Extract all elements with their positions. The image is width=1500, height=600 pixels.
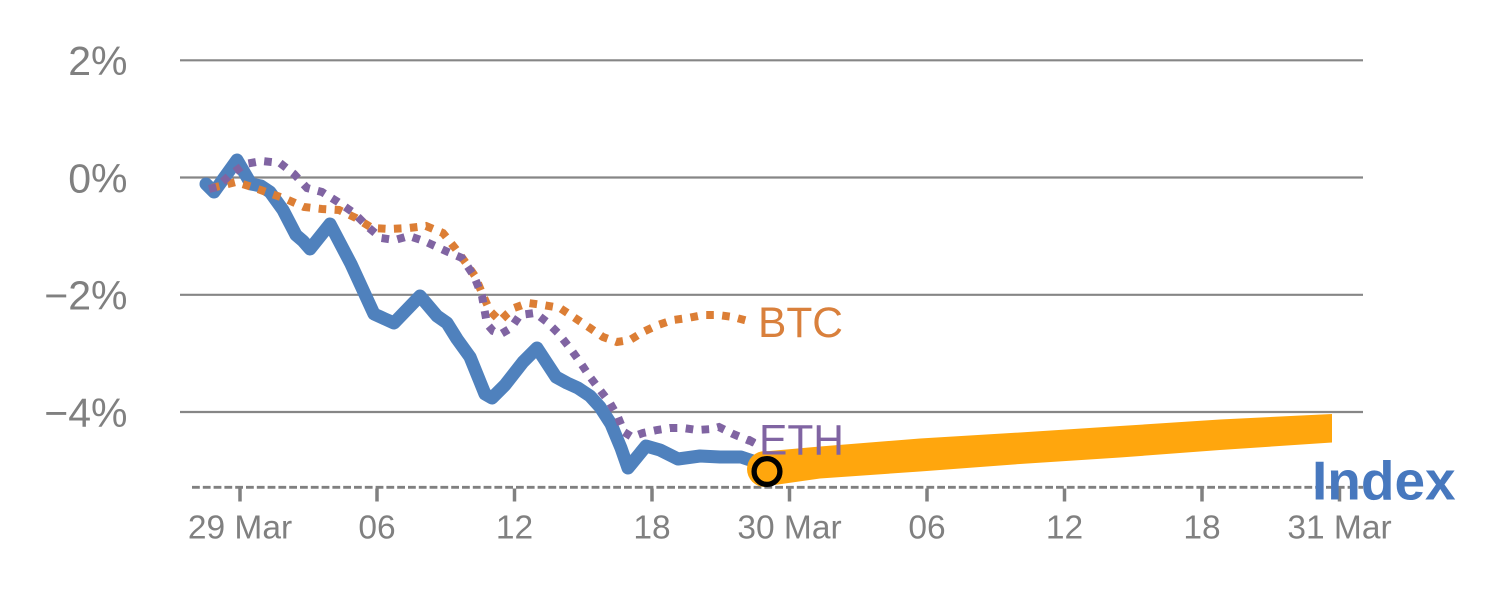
svg-text:BTC: BTC xyxy=(758,300,843,347)
svg-text:30 Mar: 30 Mar xyxy=(737,510,841,547)
svg-text:29 Mar: 29 Mar xyxy=(188,510,292,547)
svg-text:18: 18 xyxy=(633,510,670,547)
svg-text:Index: Index xyxy=(1312,450,1456,512)
svg-text:−4%: −4% xyxy=(44,390,127,436)
svg-text:31 Mar: 31 Mar xyxy=(1287,510,1391,547)
svg-text:06: 06 xyxy=(358,510,395,547)
svg-text:18: 18 xyxy=(1183,510,1220,547)
svg-text:ETH: ETH xyxy=(759,418,844,465)
svg-text:−2%: −2% xyxy=(44,273,127,319)
svg-text:12: 12 xyxy=(1046,510,1083,547)
svg-text:0%: 0% xyxy=(68,155,127,201)
svg-text:06: 06 xyxy=(908,510,945,547)
svg-text:2%: 2% xyxy=(68,38,127,84)
svg-text:12: 12 xyxy=(496,510,533,547)
